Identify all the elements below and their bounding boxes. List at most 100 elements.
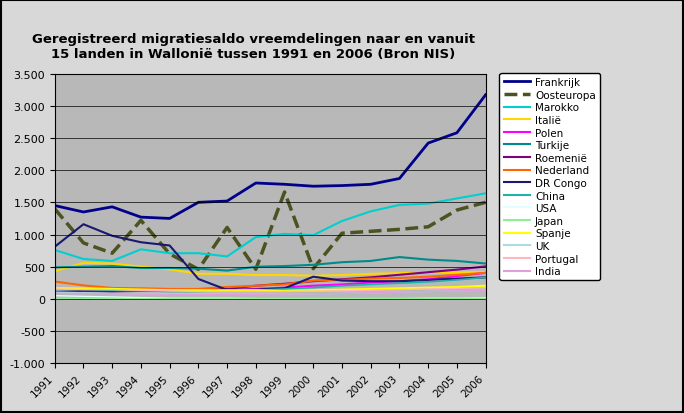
- USA: [51, 294, 59, 299]
- Turkije: [453, 259, 461, 264]
- USA: [338, 297, 346, 301]
- Line: Marokko: Marokko: [55, 194, 486, 261]
- DR Congo: [367, 279, 375, 284]
- India: [482, 288, 490, 293]
- India: [309, 292, 317, 297]
- Frankrijk: [137, 215, 145, 220]
- Italië: [453, 271, 461, 275]
- Polen: [51, 287, 59, 292]
- Portugal: [108, 287, 116, 292]
- DR Congo: [79, 222, 88, 227]
- Frankrijk: [51, 204, 59, 209]
- Turkije: [166, 266, 174, 271]
- UK: [108, 291, 116, 296]
- Japan: [194, 297, 202, 301]
- Polen: [79, 287, 88, 292]
- Roemenië: [166, 288, 174, 293]
- Turkije: [309, 263, 317, 268]
- Line: Oosteuropa: Oosteuropa: [55, 192, 486, 270]
- Portugal: [252, 290, 260, 294]
- China: [79, 287, 88, 292]
- Marokko: [166, 251, 174, 256]
- China: [395, 281, 404, 286]
- Frankrijk: [482, 93, 490, 98]
- Line: Turkije: Turkije: [55, 257, 486, 271]
- Roemenië: [137, 289, 145, 294]
- USA: [367, 297, 375, 301]
- Japan: [166, 297, 174, 301]
- Japan: [252, 297, 260, 301]
- Portugal: [137, 288, 145, 293]
- DR Congo: [194, 277, 202, 282]
- Portugal: [280, 290, 289, 294]
- Oosteuropa: [424, 225, 432, 230]
- Turkije: [137, 266, 145, 271]
- Japan: [482, 297, 490, 301]
- Roemenië: [395, 273, 404, 278]
- UK: [482, 288, 490, 293]
- Italië: [482, 270, 490, 275]
- UK: [166, 292, 174, 297]
- Frankrijk: [338, 184, 346, 189]
- Spanje: [166, 288, 174, 293]
- UK: [252, 292, 260, 297]
- Oosteuropa: [108, 251, 116, 256]
- Frankrijk: [395, 177, 404, 182]
- China: [252, 288, 260, 293]
- Turkije: [424, 258, 432, 263]
- Spanje: [280, 289, 289, 294]
- Roemenië: [223, 287, 231, 292]
- India: [280, 292, 289, 297]
- Frankrijk: [194, 200, 202, 205]
- Italië: [108, 261, 116, 266]
- Polen: [309, 284, 317, 289]
- Line: UK: UK: [55, 290, 486, 294]
- Portugal: [79, 287, 88, 292]
- Japan: [367, 297, 375, 301]
- Frankrijk: [223, 199, 231, 204]
- Line: Italië: Italië: [55, 263, 486, 276]
- Roemenië: [338, 277, 346, 282]
- Japan: [453, 297, 461, 301]
- Italië: [338, 273, 346, 278]
- Portugal: [309, 289, 317, 294]
- Roemenië: [367, 275, 375, 280]
- Turkije: [482, 261, 490, 266]
- Spanje: [223, 288, 231, 293]
- Japan: [280, 297, 289, 301]
- Marokko: [137, 247, 145, 252]
- China: [108, 288, 116, 293]
- DR Congo: [309, 275, 317, 280]
- DR Congo: [395, 279, 404, 284]
- India: [367, 291, 375, 296]
- China: [309, 285, 317, 290]
- India: [166, 292, 174, 297]
- DR Congo: [166, 243, 174, 248]
- Roemenië: [51, 290, 59, 295]
- DR Congo: [137, 240, 145, 245]
- Nederland: [482, 271, 490, 275]
- DR Congo: [51, 244, 59, 249]
- Polen: [395, 279, 404, 284]
- Italië: [367, 272, 375, 277]
- Italië: [280, 273, 289, 278]
- DR Congo: [108, 234, 116, 239]
- Turkije: [79, 265, 88, 270]
- Oosteuropa: [395, 227, 404, 232]
- Nederland: [367, 276, 375, 281]
- Japan: [223, 297, 231, 301]
- Portugal: [395, 287, 404, 292]
- Turkije: [338, 260, 346, 265]
- Roemenië: [252, 284, 260, 289]
- UK: [280, 292, 289, 297]
- Polen: [137, 288, 145, 293]
- India: [453, 289, 461, 294]
- Turkije: [223, 268, 231, 273]
- Japan: [395, 297, 404, 301]
- Oosteuropa: [137, 218, 145, 223]
- Oosteuropa: [252, 267, 260, 272]
- China: [453, 278, 461, 283]
- China: [223, 289, 231, 294]
- Italië: [424, 271, 432, 275]
- Spanje: [367, 287, 375, 292]
